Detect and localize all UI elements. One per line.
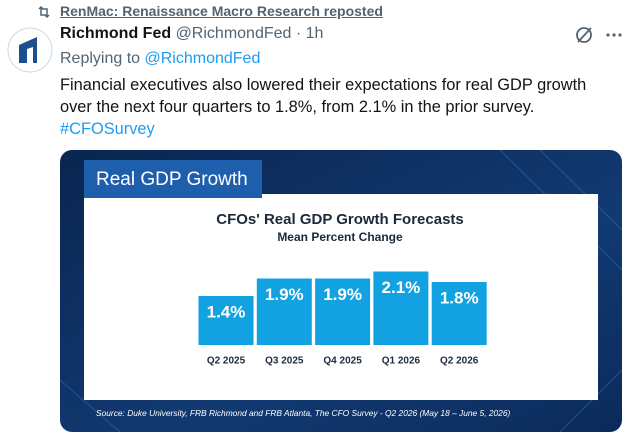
banner-title: Real GDP Growth [96,169,248,190]
reply-line: Replying to @RichmondFed [60,50,260,68]
x-tick-label: Q2 2025 [207,356,246,367]
grok-icon[interactable] [574,25,594,45]
x-tick-label: Q4 2025 [323,356,362,367]
more-icon[interactable] [604,27,624,43]
repost-icon [38,5,50,19]
reply-prefix: Replying to [60,50,141,67]
bar [198,296,254,345]
text-line: Financial executives also lowered their … [60,76,587,94]
x-tick-label: Q3 2025 [265,356,304,367]
chart-title: CFOs' Real GDP Growth Forecasts [216,211,464,228]
value-label: 1.4% [207,302,246,321]
timestamp[interactable]: 1h [305,25,324,42]
text-line: over the next four quarters to 1.8%, fro… [60,98,535,116]
bar [256,278,312,345]
hashtag[interactable]: #CFOSurvey [60,120,155,138]
tweet-text: Financial executives also lowered their … [60,74,586,140]
source-note: Source: Duke University, FRB Richmond an… [96,408,510,418]
author-name[interactable]: Richmond Fed [60,25,172,42]
separator: · [295,25,302,42]
bar [315,278,371,345]
x-tick-label: Q2 2026 [440,356,479,367]
reply-handle[interactable]: @RichmondFed [144,50,261,67]
value-label: 1.9% [265,285,304,304]
author-handle[interactable]: @RichmondFed [175,25,292,42]
repost-label[interactable]: RenMac: Renaissance Macro Research repos… [60,3,383,19]
bar [373,271,429,345]
x-tick-label: Q1 2026 [382,356,421,367]
value-label: 1.9% [323,285,362,304]
chart-subtitle: Mean Percent Change [277,230,403,244]
avatar[interactable] [7,27,53,73]
value-label: 2.1% [382,278,421,297]
tweet-header: Richmond Fed @RichmondFed · 1h [60,25,323,43]
value-label: 1.8% [440,288,479,307]
bar [431,282,487,345]
banner [84,160,262,198]
tweet-image[interactable]: Real GDP Growth CFOs' Real GDP Growth Fo… [60,150,622,432]
